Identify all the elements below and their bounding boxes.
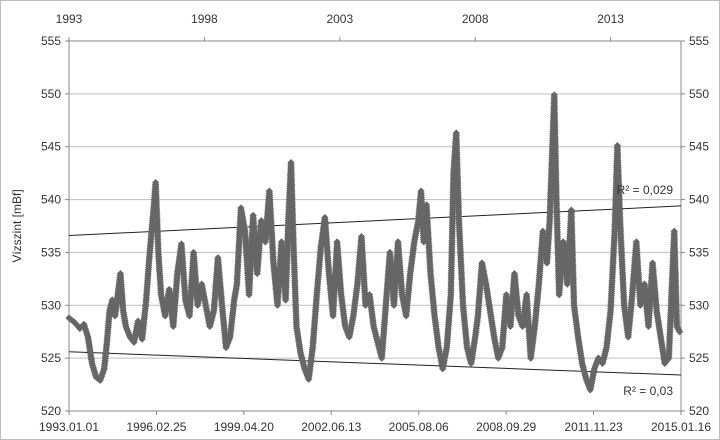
r-squared-label: R² = 0,029 [617, 183, 674, 197]
data-point [92, 373, 100, 381]
x-tick-label-bottom: 1996.02.25 [126, 420, 186, 434]
x-tick-label-top: 2008 [462, 12, 489, 26]
y-tick-label-left: 550 [41, 87, 61, 101]
bottom-x-axis: 1993.01.01 1996.02.25 1999.04.20 2002.06.13… [39, 411, 711, 434]
x-tick-label-bottom: 2011.11.23 [564, 420, 623, 434]
right-y-axis: 520 525 530 535 540 545 550 555 [681, 34, 709, 418]
left-y-axis: 520 525 530 535 540 545 550 555 [41, 34, 69, 418]
x-tick-label-bottom: 2008.09.29 [476, 420, 536, 434]
x-tick-label-top: 2003 [326, 12, 353, 26]
trendlines [68, 205, 682, 376]
top-x-axis: 1993 1998 2003 2008 2013 [56, 12, 624, 41]
data-point [676, 328, 684, 336]
y-tick-label-left: 530 [41, 298, 61, 312]
x-tick-label-top: 2013 [597, 12, 624, 26]
trendline-labels: R² = 0,029 R² = 0,03 [617, 183, 674, 398]
data-points [65, 91, 684, 394]
trendline [68, 205, 682, 237]
plot-area [68, 40, 682, 412]
x-tick-label-top: 1993 [56, 12, 83, 26]
x-tick-label-bottom: 1993.01.01 [39, 420, 99, 434]
x-tick-label-bottom: 1999.04.20 [214, 420, 274, 434]
x-tick-label-bottom: 2005.08.06 [389, 420, 449, 434]
y-tick-label-right: 530 [689, 298, 709, 312]
y-tick-label-left: 520 [41, 404, 61, 418]
x-tick-label-bottom: 2002.06.13 [301, 420, 361, 434]
trendline [68, 351, 682, 376]
y-tick-label-right: 555 [689, 34, 709, 48]
x-tick-label-bottom: 2015.01.16 [651, 420, 711, 434]
y-tick-label-right: 545 [689, 140, 709, 154]
y-tick-label-right: 525 [689, 351, 709, 365]
y-tick-label-left: 555 [41, 34, 61, 48]
y-tick-label-left: 545 [41, 140, 61, 154]
y-tick-label-left: 535 [41, 245, 61, 259]
r-squared-label: R² = 0,03 [623, 384, 673, 398]
y-tick-label-right: 540 [689, 193, 709, 207]
y-tick-label-right: 535 [689, 245, 709, 259]
y-tick-label-right: 520 [689, 404, 709, 418]
y-tick-label-left: 525 [41, 351, 61, 365]
data-point [72, 320, 80, 328]
y-tick-label-right: 550 [689, 87, 709, 101]
x-tick-label-top: 1998 [191, 12, 218, 26]
y-axis-title: Vízszint [mBf] [10, 189, 24, 262]
y-tick-label-left: 540 [41, 193, 61, 207]
data-point [74, 322, 82, 331]
